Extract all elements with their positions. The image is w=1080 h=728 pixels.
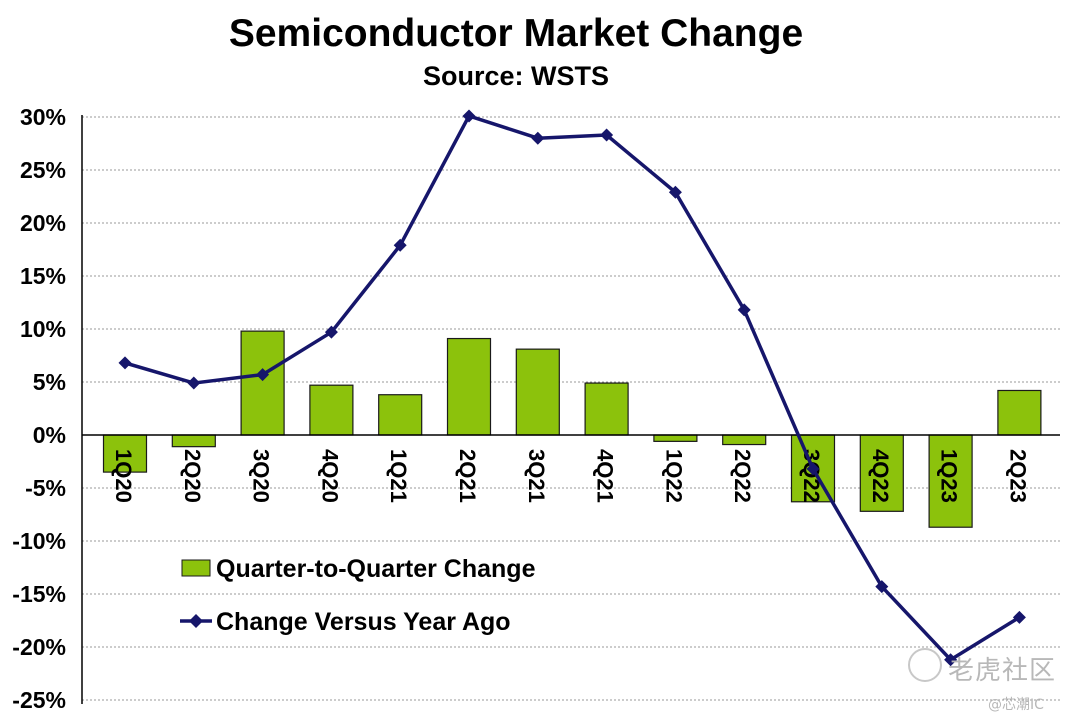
y-tick-label: -10% [12,528,66,554]
bar [309,384,354,436]
x-tick-label: 1Q21 [386,449,411,503]
x-tick-label: 3Q22 [799,449,824,503]
x-tick-label: 2Q22 [730,449,755,503]
x-tick-label: 1Q23 [937,449,962,503]
legend-label: Quarter-to-Quarter Change [216,555,536,583]
bar [378,394,423,436]
x-tick-label: 3Q20 [249,449,274,503]
data-point-marker [600,128,614,142]
y-tick-label: 5% [33,369,66,395]
bar [240,330,285,436]
legend-bar-swatch [181,559,211,577]
x-tick-label: 1Q22 [661,449,686,503]
bar [515,348,560,436]
watermark-text: 老虎社区 [948,656,1057,686]
data-point-marker [737,303,751,317]
y-tick-label: 20% [20,210,66,236]
y-tick-label: 15% [20,263,66,289]
x-tick-label: 1Q20 [111,449,136,503]
data-point-marker [462,109,476,123]
watermark-logo-icon [908,648,942,682]
watermark-handle: @芯潮IC [988,697,1044,713]
yoy-change-line [124,114,1021,662]
data-point-marker [806,462,820,476]
bar [446,337,492,436]
bar [722,434,767,446]
legend-line-marker [189,614,203,628]
bar [859,434,904,512]
y-tick-label: -5% [25,475,66,501]
data-point-marker [324,325,338,339]
bar [171,434,216,448]
y-tick-label: 30% [20,104,66,130]
y-tick-label: 0% [33,422,66,448]
x-tick-label: 2Q20 [180,449,205,503]
data-point-marker [668,185,682,199]
x-tick-label: 4Q21 [593,449,618,503]
y-tick-label: -25% [12,687,66,713]
bar [653,434,698,442]
bar [928,434,973,528]
x-tick-label: 2Q21 [455,449,480,503]
legend-label: Change Versus Year Ago [216,608,511,636]
y-tick-label: -20% [12,634,66,660]
x-tick-label: 4Q20 [317,449,342,503]
data-point-marker [875,580,889,594]
y-tick-label: -15% [12,581,66,607]
x-tick-label: 2Q23 [1005,449,1030,503]
data-point-marker [393,238,407,252]
bar [102,434,148,473]
data-point-marker [118,356,132,370]
x-tick-label: 3Q21 [524,449,549,503]
chart-title: Semiconductor Market Change [228,12,804,55]
data-point-marker [1012,610,1026,624]
y-tick-label: 25% [20,157,66,183]
data-point-marker [187,376,201,390]
bar [584,382,629,436]
data-point-marker [944,653,958,667]
data-point-marker [256,368,270,382]
y-tick-label: 10% [20,316,66,342]
bar [997,389,1042,436]
data-point-marker [531,131,545,145]
x-tick-label: 4Q22 [868,449,893,503]
chart-subtitle: Source: WSTS [422,61,610,91]
